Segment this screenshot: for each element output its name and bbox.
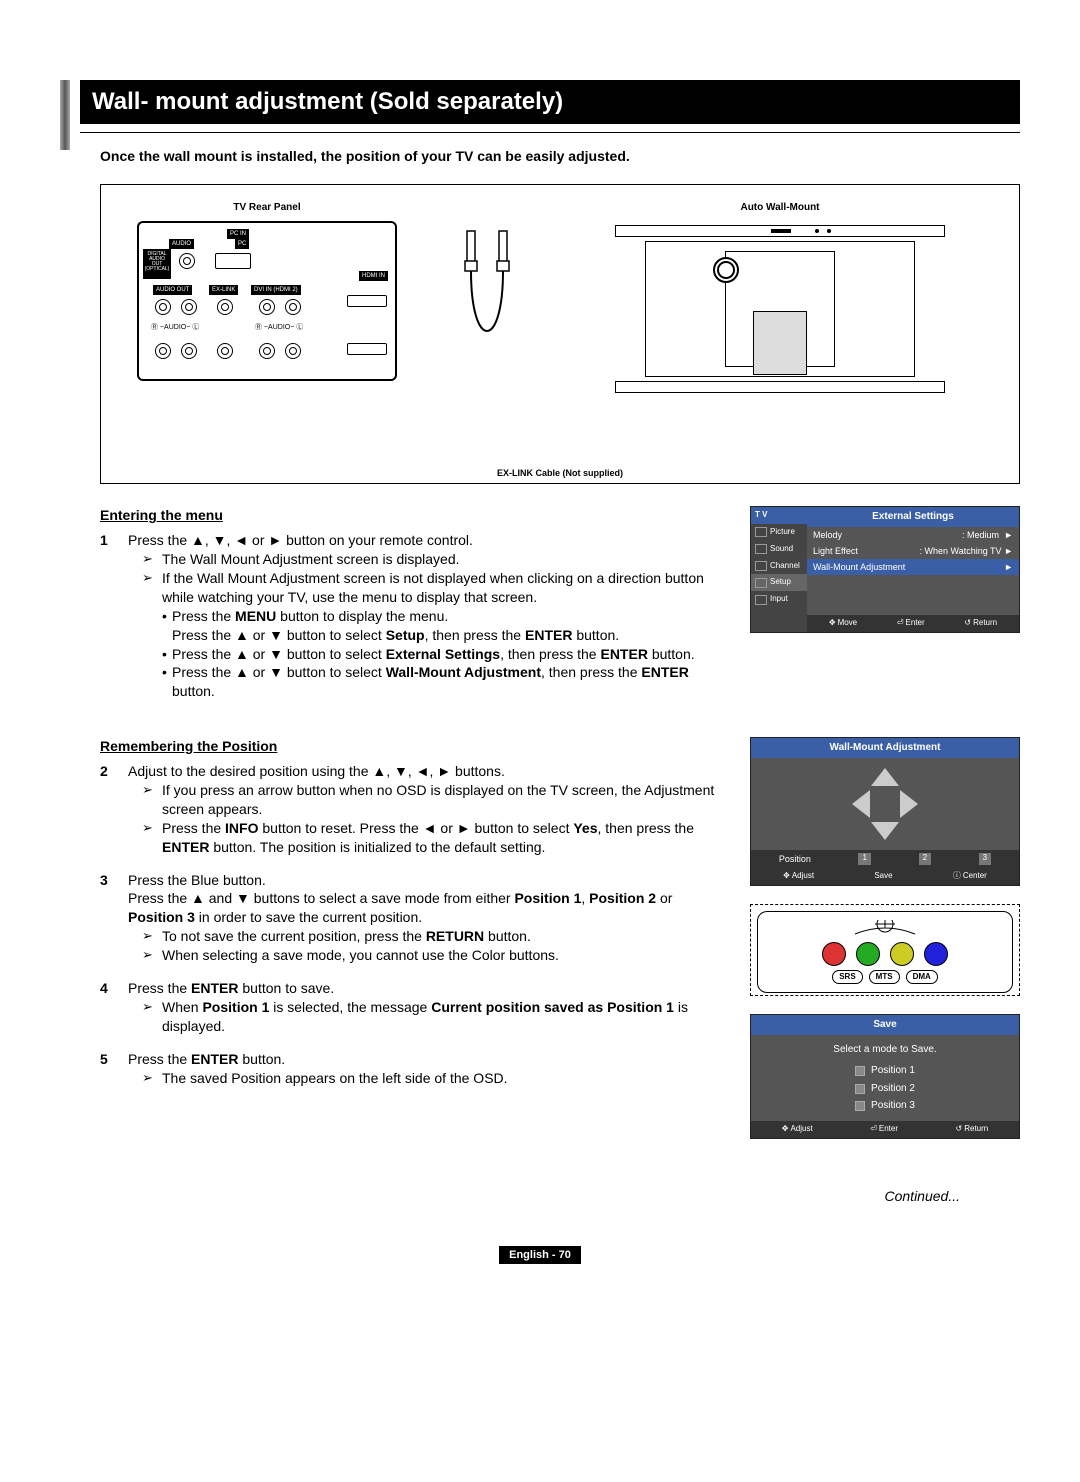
cable-caption: EX-LINK Cable (Not supplied) — [101, 467, 1019, 479]
dpad-right-icon — [900, 790, 918, 818]
dpad-left-icon — [852, 790, 870, 818]
step-1: 1 Press the ▲, ▼, ◄ or ► button on your … — [100, 531, 730, 701]
red-button — [822, 942, 846, 966]
step-3: 3 Press the Blue button. Press the ▲ and… — [100, 871, 730, 965]
wall-mount-label: Auto Wall-Mount — [740, 201, 819, 215]
osd-save: Save Select a mode to Save. Position 1 P… — [750, 1014, 1020, 1138]
green-button — [856, 942, 880, 966]
auto-wall-mount — [615, 221, 945, 401]
decorative-stripe — [60, 80, 70, 150]
intro-text: Once the wall mount is installed, the po… — [100, 147, 1020, 166]
page-title: Wall- mount adjustment (Sold separately) — [80, 80, 1020, 124]
osd-external-settings: T V Picture Sound Channel Setup Input Ex… — [750, 506, 1020, 633]
title-rule — [80, 132, 1020, 133]
dpad-up-icon — [871, 768, 899, 786]
connection-diagram: TV Rear Panel PC IN AUDIO PC DIGITAL AUD… — [100, 184, 1020, 484]
step-5: 5 Press the ENTER button. The saved Posi… — [100, 1050, 730, 1088]
page-number: English - 70 — [499, 1246, 581, 1265]
tv-rear-panel: PC IN AUDIO PC DIGITAL AUDIO OUT (OPTICA… — [137, 221, 397, 381]
step-4: 4 Press the ENTER button to save. When P… — [100, 979, 730, 1036]
osd-wall-mount-adjust: Wall-Mount Adjustment Position123 ✥ Adju… — [750, 737, 1020, 885]
remote-color-buttons: SRS MTS DMA — [750, 904, 1020, 997]
remote-nav-icon — [815, 920, 955, 938]
yellow-button — [890, 942, 914, 966]
ex-link-cable — [457, 201, 517, 401]
continued-label: Continued... — [60, 1187, 960, 1206]
dpad-down-icon — [871, 822, 899, 840]
blue-button — [924, 942, 948, 966]
rear-panel-label: TV Rear Panel — [233, 201, 300, 215]
step-2: 2 Adjust to the desired position using t… — [100, 762, 730, 856]
